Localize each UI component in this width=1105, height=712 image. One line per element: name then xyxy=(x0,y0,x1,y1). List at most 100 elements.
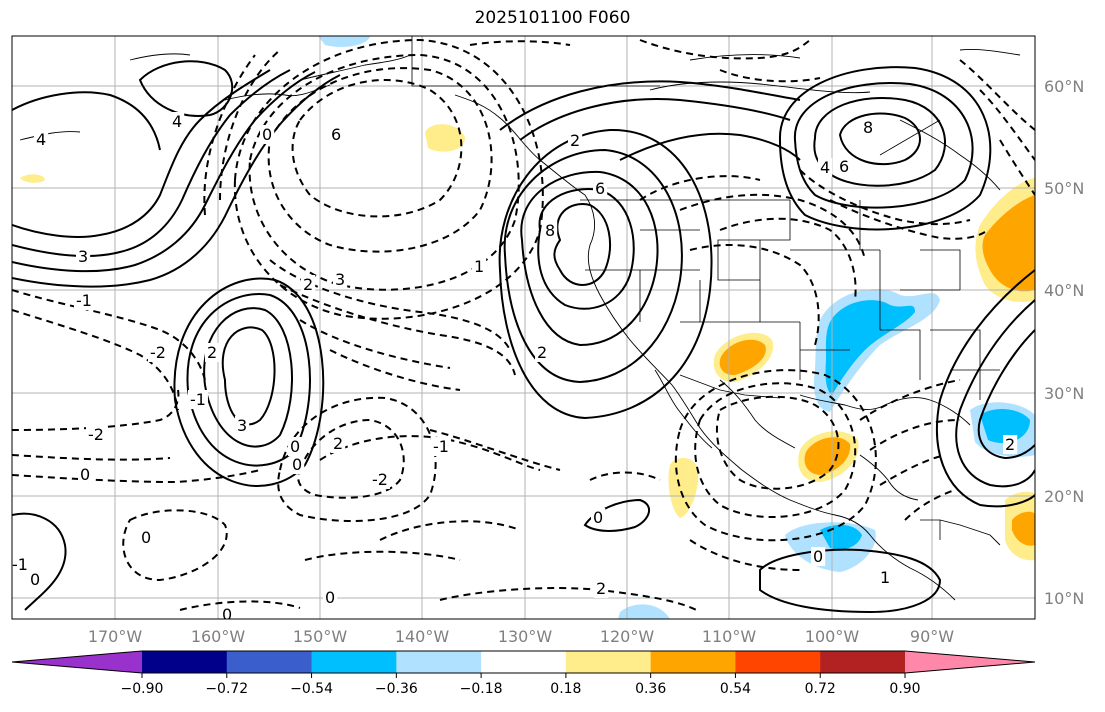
colorbar-segment xyxy=(311,651,397,673)
colorbar-tick-label: −0.54 xyxy=(290,681,333,697)
colorbar-tick-label: 0.18 xyxy=(550,681,581,697)
contour-label-halo xyxy=(301,275,316,294)
contour-label-halo xyxy=(329,125,344,144)
colorbar-tick-label: −0.18 xyxy=(460,681,503,697)
contours-positive xyxy=(12,60,1035,614)
latitude-labels: 60°N 50°N 40°N 30°N 20°N 10°N xyxy=(1044,77,1084,608)
contour-label-halo xyxy=(861,118,876,137)
lon-label: 160°W xyxy=(191,627,246,646)
contour-label-halo xyxy=(472,257,487,276)
lon-label: 150°W xyxy=(293,627,348,646)
contour-label: -1 xyxy=(433,437,449,456)
colorbar-segment xyxy=(820,651,906,673)
lon-label: 170°W xyxy=(88,627,143,646)
colorbar-segment xyxy=(396,651,482,673)
colorbar: −0.90 −0.72 −0.54 −0.36 −0.18 0.18 0.36 0.54 0.7… xyxy=(11,650,1036,697)
contour-label-halo xyxy=(1003,435,1018,454)
lon-label: 100°W xyxy=(805,627,860,646)
colorbar-tick-label: 0.54 xyxy=(720,681,751,697)
lat-label: 50°N xyxy=(1044,179,1084,198)
contour-label-halo xyxy=(260,125,275,144)
contour-label: -1 xyxy=(190,390,206,409)
shade-blue-plains-core xyxy=(825,300,915,395)
contour-label-halo xyxy=(370,470,390,489)
lat-label: 60°N xyxy=(1044,77,1084,96)
contour-label: 0 xyxy=(325,588,335,607)
contour-label-halo xyxy=(235,416,250,435)
colorbar-tick-label: 0.36 xyxy=(635,681,666,697)
colorbar-tick-label: 0.90 xyxy=(889,681,920,697)
contour-label-halo xyxy=(591,508,606,527)
colorbar-tick-label: −0.36 xyxy=(375,681,418,697)
shade-blue-southeast-core xyxy=(980,408,1030,444)
contour-label: 2 xyxy=(537,343,547,362)
shade-orange-sw-core xyxy=(719,339,766,376)
contour-label: 6 xyxy=(839,157,849,176)
contour-label: 6 xyxy=(331,125,341,144)
lon-label: 90°W xyxy=(910,627,954,646)
contour-label: 6 xyxy=(595,179,605,198)
lat-label: 30°N xyxy=(1044,384,1084,403)
contour-label-halo xyxy=(568,131,583,150)
contour-label: 0 xyxy=(141,528,151,547)
contour-label-halo xyxy=(333,270,348,289)
lat-label: 10°N xyxy=(1044,589,1084,608)
contour-label-halo xyxy=(593,179,608,198)
map-title: 2025101100 F060 xyxy=(474,8,631,28)
contour-label: 2 xyxy=(333,434,343,453)
colorbar-tick-label: −0.72 xyxy=(205,681,248,697)
contour-label: 3 xyxy=(335,270,345,289)
lon-label: 130°W xyxy=(498,627,553,646)
contour-label: 3 xyxy=(237,416,247,435)
contour-label: 3 xyxy=(78,247,88,266)
contour-label-halo xyxy=(878,568,893,587)
contour-label-halo xyxy=(148,343,168,362)
contour-label: 0 xyxy=(290,437,300,456)
gridlines xyxy=(12,36,1035,619)
colorbar-tick-label: −0.90 xyxy=(121,681,164,697)
contour-label: 1 xyxy=(474,257,484,276)
contour-label-halo xyxy=(288,437,303,456)
contour-label: 0 xyxy=(80,465,90,484)
contour-label-halo xyxy=(76,247,91,266)
shade-blue-bottom xyxy=(618,604,670,619)
contour-label-halo xyxy=(818,158,833,177)
contour-label-halo xyxy=(331,434,346,453)
contour-label-halo xyxy=(86,425,106,444)
longitude-labels: 170°W 160°W 150°W 140°W 130°W 120°W 110°… xyxy=(88,627,954,646)
shade-yellow-hawaii xyxy=(20,174,45,183)
contour-label-halo xyxy=(34,130,49,149)
contour-labels: 4 4 -1 0 6 3 1 2 2 3 8 6 2 8 4 6 -2 2 3 … xyxy=(12,112,1018,619)
contour-label-halo xyxy=(431,437,451,456)
lat-label: 40°N xyxy=(1044,281,1084,300)
contour-label-halo xyxy=(12,555,30,574)
contour-label: 0 xyxy=(813,547,823,566)
contour-label-halo xyxy=(220,605,235,619)
contour-label-halo xyxy=(837,157,852,176)
contour-label-halo xyxy=(535,343,550,362)
colorbar-segment xyxy=(650,651,736,673)
contour-label-halo xyxy=(78,465,93,484)
colorbar-segment xyxy=(735,651,821,673)
shade-orange-northeast-core xyxy=(982,195,1035,292)
contour-label-halo xyxy=(170,112,185,131)
colorbar-segment xyxy=(142,651,228,673)
contour-label: 2 xyxy=(570,131,580,150)
contour-label: -2 xyxy=(372,470,388,489)
contour-label-halo xyxy=(28,570,43,589)
shade-blue-top xyxy=(318,36,370,47)
lon-label: 140°W xyxy=(395,627,450,646)
shade-blue-central-america-core xyxy=(820,524,862,550)
lat-label: 20°N xyxy=(1044,487,1084,506)
plot-border xyxy=(11,35,1036,620)
contour-label-halo xyxy=(290,455,305,474)
contour-label-halo xyxy=(205,343,220,362)
shade-orange-right xyxy=(1012,511,1035,546)
contour-label-halo xyxy=(74,291,94,310)
lon-label: 120°W xyxy=(600,627,655,646)
contour-label-halo xyxy=(323,588,338,607)
colorbar-segment xyxy=(565,651,652,673)
contour-label: 0 xyxy=(292,455,302,474)
contour-label: 4 xyxy=(172,112,182,131)
contour-label: 2 xyxy=(207,343,217,362)
